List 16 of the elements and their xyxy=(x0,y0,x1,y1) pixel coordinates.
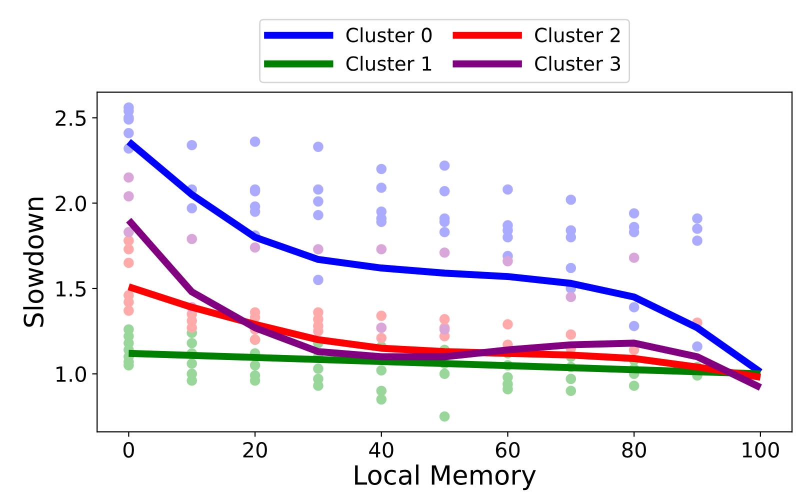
legend-label: Cluster 0 xyxy=(346,27,432,42)
x-tick-label: 0 xyxy=(123,442,134,458)
x-tick-label: 100 xyxy=(742,442,779,458)
legend-label: Cluster 2 xyxy=(535,27,620,42)
x-tick-label: 20 xyxy=(243,442,267,458)
x-axis-title: Local Memory xyxy=(355,464,536,490)
y-tick-label: 1.0 xyxy=(56,366,86,382)
x-tick-label: 40 xyxy=(369,442,394,458)
y-tick-label: 2.5 xyxy=(56,110,86,126)
y-tick-label: 2.0 xyxy=(56,196,86,212)
y-axis-title: Slowdown xyxy=(23,198,44,327)
x-tick-label: 60 xyxy=(496,442,520,458)
y-tick-label: 1.5 xyxy=(56,281,86,297)
x-tick-label: 80 xyxy=(622,442,646,458)
legend-label: Cluster 3 xyxy=(535,56,620,71)
legend-label: Cluster 1 xyxy=(346,56,432,71)
